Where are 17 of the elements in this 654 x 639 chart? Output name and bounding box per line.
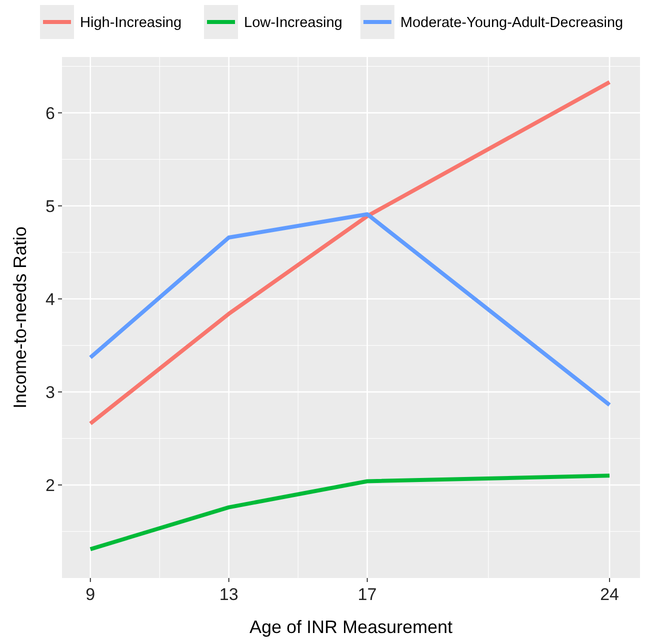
y-tick-label: 2: [46, 476, 55, 495]
x-tick-label: 13: [219, 585, 238, 604]
y-tick-label: 5: [46, 196, 55, 216]
x-tick-label: 24: [600, 585, 620, 604]
x-tick-label: 17: [358, 585, 377, 604]
y-tick-label: 4: [46, 290, 55, 309]
line-series: [88, 474, 612, 552]
x-tick-label: 9: [86, 585, 96, 604]
x-axis-title: Age of INR Measurement: [249, 617, 453, 637]
y-axis-title: Income-to-needs Ratio: [10, 226, 30, 409]
legend-label: Moderate-Young-Adult-Decreasing: [400, 15, 624, 32]
legend-label: Low-Increasing: [244, 15, 342, 32]
legend-label: High-Increasing: [80, 15, 182, 32]
line-series: [88, 80, 612, 426]
line-series: [88, 212, 612, 407]
y-tick-label: 3: [46, 382, 55, 402]
y-tick-label: 6: [46, 104, 55, 123]
